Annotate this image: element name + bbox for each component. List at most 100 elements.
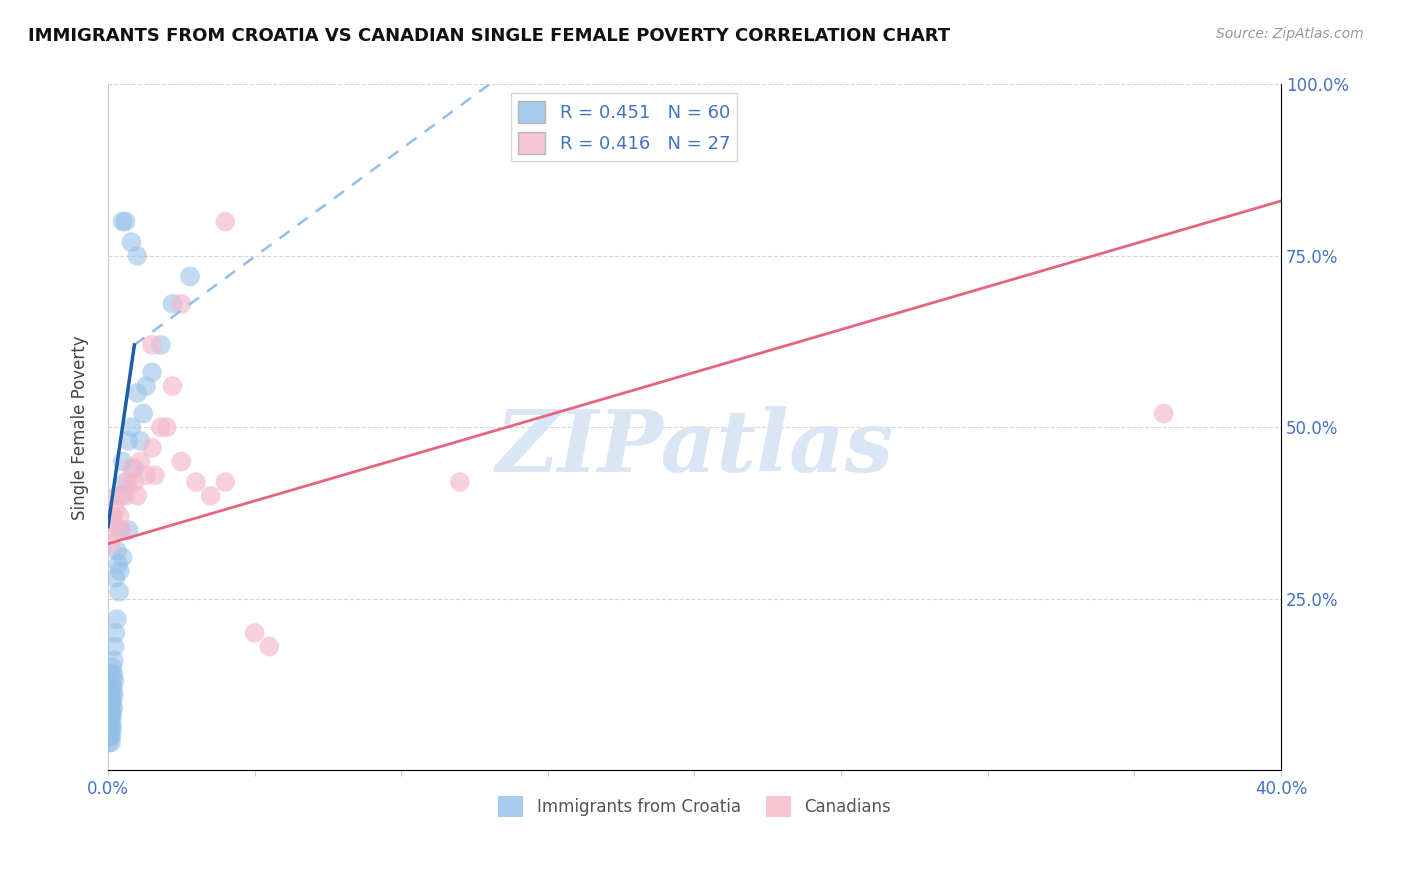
Point [101,509,124,524]
Y-axis label: Single Female Poverty: Single Female Poverty [72,334,89,519]
Text: Source: ZipAtlas.com: Source: ZipAtlas.com [1216,27,1364,41]
Text: ZIPatlas: ZIPatlas [495,406,894,490]
Point [98,708,121,723]
Point [101,722,124,736]
Point [101,714,124,729]
Point [114,214,136,228]
Point [101,673,124,688]
Text: IMMIGRANTS FROM CROATIA VS CANADIAN SINGLE FEMALE POVERTY CORRELATION CHART: IMMIGRANTS FROM CROATIA VS CANADIAN SING… [28,27,950,45]
Point [127,386,149,401]
Point [110,489,132,503]
Point [108,509,131,524]
Point [141,441,163,455]
Point [117,523,139,537]
Point [114,475,136,489]
Point [111,454,134,468]
Point [135,379,157,393]
Point [243,626,266,640]
Point [97,722,120,736]
Point [111,214,134,228]
Point [100,681,122,695]
Point [1153,407,1175,421]
Point [114,489,136,503]
Point [100,694,122,708]
Point [100,694,122,708]
Point [98,722,121,736]
Point [104,626,127,640]
Point [214,214,236,228]
Point [98,714,121,729]
Point [98,714,121,729]
Point [124,461,146,475]
Point [97,735,120,749]
Point [214,475,236,489]
Point [108,564,131,578]
Point [103,516,125,531]
Point [100,722,122,736]
Point [179,269,201,284]
Point [100,729,122,743]
Point [149,420,172,434]
Point [104,571,127,585]
Point [170,297,193,311]
Point [98,694,121,708]
Point [101,688,124,702]
Point [449,475,471,489]
Point [105,612,128,626]
Point [129,454,152,468]
Point [110,523,132,537]
Point [149,338,172,352]
Point [124,475,146,489]
Point [162,297,184,311]
Point [117,434,139,448]
Point [104,502,127,516]
Point [156,420,179,434]
Legend: Immigrants from Croatia, Canadians: Immigrants from Croatia, Canadians [492,789,897,823]
Point [98,729,121,743]
Point [184,475,207,489]
Point [98,701,121,715]
Point [103,673,125,688]
Point [98,708,121,723]
Point [135,468,157,483]
Point [200,489,222,503]
Point [100,667,122,681]
Point [129,434,152,448]
Point [111,550,134,565]
Point [103,667,125,681]
Point [98,688,121,702]
Point [101,660,124,674]
Point [100,735,122,749]
Point [259,640,281,654]
Point [170,454,193,468]
Point [104,640,127,654]
Point [98,729,121,743]
Point [101,694,124,708]
Point [101,708,124,723]
Point [117,475,139,489]
Point [107,558,129,572]
Point [105,489,128,503]
Point [100,701,122,715]
Point [141,365,163,379]
Point [141,338,163,352]
Point [120,420,142,434]
Point [100,722,122,736]
Point [98,537,121,551]
Point [103,653,125,667]
Point [127,249,149,263]
Point [103,688,125,702]
Point [120,461,142,475]
Point [105,543,128,558]
Point [111,523,134,537]
Point [101,681,124,695]
Point [108,584,131,599]
Point [120,235,142,249]
Point [127,489,149,503]
Point [100,523,122,537]
Point [162,379,184,393]
Point [100,708,122,723]
Point [143,468,166,483]
Point [132,407,155,421]
Point [103,701,125,715]
